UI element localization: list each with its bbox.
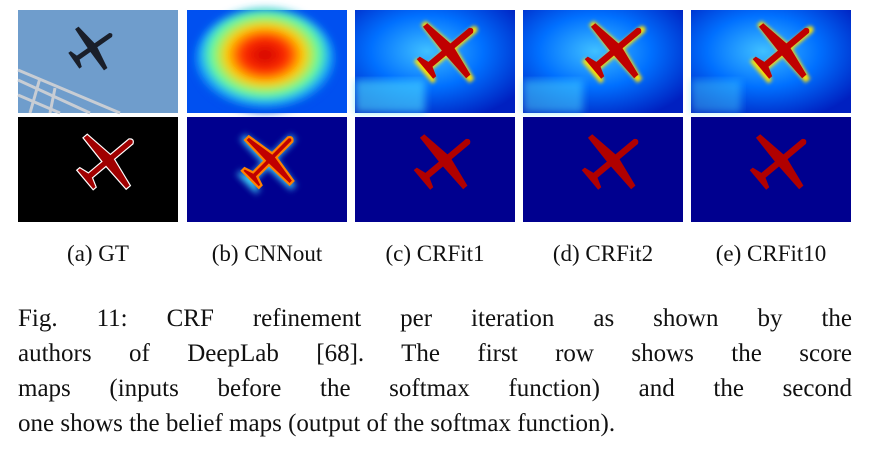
- caption-line: one shows the belief maps (output of the…: [18, 410, 616, 437]
- caption-line: Fig. 11: CRF refinement per iteration as…: [18, 305, 852, 332]
- crf-score-maps: [355, 0, 851, 113]
- panel-label: (e) CRFit10: [715, 241, 827, 266]
- panel-label: (d) CRFit2: [552, 241, 654, 266]
- panel-label: (b) CNNout: [211, 241, 323, 266]
- caption-line: authors of DeepLab [68]. The first row s…: [18, 340, 852, 367]
- figure-images: [17, 0, 851, 222]
- panel-label: (c) CRFit1: [385, 241, 485, 266]
- caption-line: maps (inputs before the softmax function…: [18, 375, 852, 402]
- panel-label: (a) GT: [67, 241, 129, 266]
